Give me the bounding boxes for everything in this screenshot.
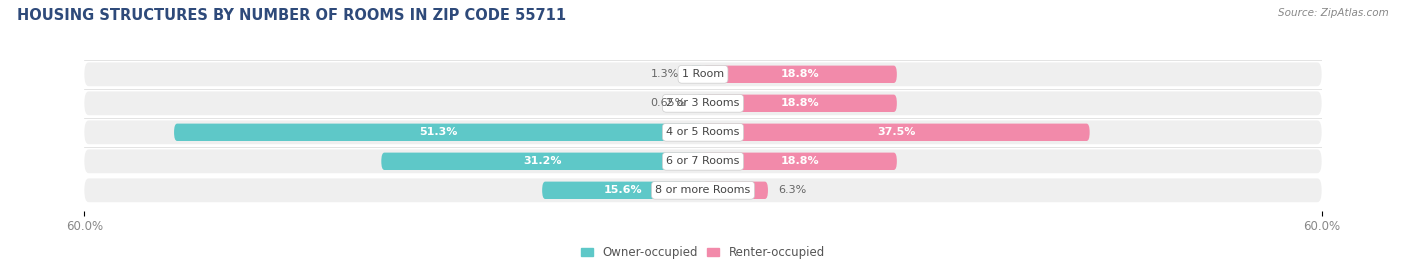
FancyBboxPatch shape xyxy=(174,124,703,141)
Text: 18.8%: 18.8% xyxy=(780,156,820,166)
FancyBboxPatch shape xyxy=(543,182,703,199)
Text: 8 or more Rooms: 8 or more Rooms xyxy=(655,185,751,195)
FancyBboxPatch shape xyxy=(84,92,1322,115)
FancyBboxPatch shape xyxy=(703,94,897,112)
Text: 18.8%: 18.8% xyxy=(780,69,820,79)
Text: 31.2%: 31.2% xyxy=(523,156,561,166)
FancyBboxPatch shape xyxy=(703,66,897,83)
FancyBboxPatch shape xyxy=(84,149,1322,173)
FancyBboxPatch shape xyxy=(696,94,703,112)
Text: 37.5%: 37.5% xyxy=(877,127,915,137)
Text: Source: ZipAtlas.com: Source: ZipAtlas.com xyxy=(1278,8,1389,18)
Text: 51.3%: 51.3% xyxy=(419,127,458,137)
FancyBboxPatch shape xyxy=(84,62,1322,86)
Text: 1 Room: 1 Room xyxy=(682,69,724,79)
FancyBboxPatch shape xyxy=(703,182,768,199)
FancyBboxPatch shape xyxy=(84,178,1322,202)
FancyBboxPatch shape xyxy=(703,124,1090,141)
Text: 4 or 5 Rooms: 4 or 5 Rooms xyxy=(666,127,740,137)
FancyBboxPatch shape xyxy=(703,153,897,170)
FancyBboxPatch shape xyxy=(381,153,703,170)
Text: 18.8%: 18.8% xyxy=(780,98,820,108)
Text: 6.3%: 6.3% xyxy=(779,185,807,195)
Text: HOUSING STRUCTURES BY NUMBER OF ROOMS IN ZIP CODE 55711: HOUSING STRUCTURES BY NUMBER OF ROOMS IN… xyxy=(17,8,567,23)
Text: 15.6%: 15.6% xyxy=(603,185,643,195)
Legend: Owner-occupied, Renter-occupied: Owner-occupied, Renter-occupied xyxy=(576,242,830,264)
Text: 0.65%: 0.65% xyxy=(651,98,686,108)
Text: 2 or 3 Rooms: 2 or 3 Rooms xyxy=(666,98,740,108)
FancyBboxPatch shape xyxy=(84,120,1322,144)
FancyBboxPatch shape xyxy=(689,66,703,83)
Text: 6 or 7 Rooms: 6 or 7 Rooms xyxy=(666,156,740,166)
Text: 1.3%: 1.3% xyxy=(651,69,679,79)
